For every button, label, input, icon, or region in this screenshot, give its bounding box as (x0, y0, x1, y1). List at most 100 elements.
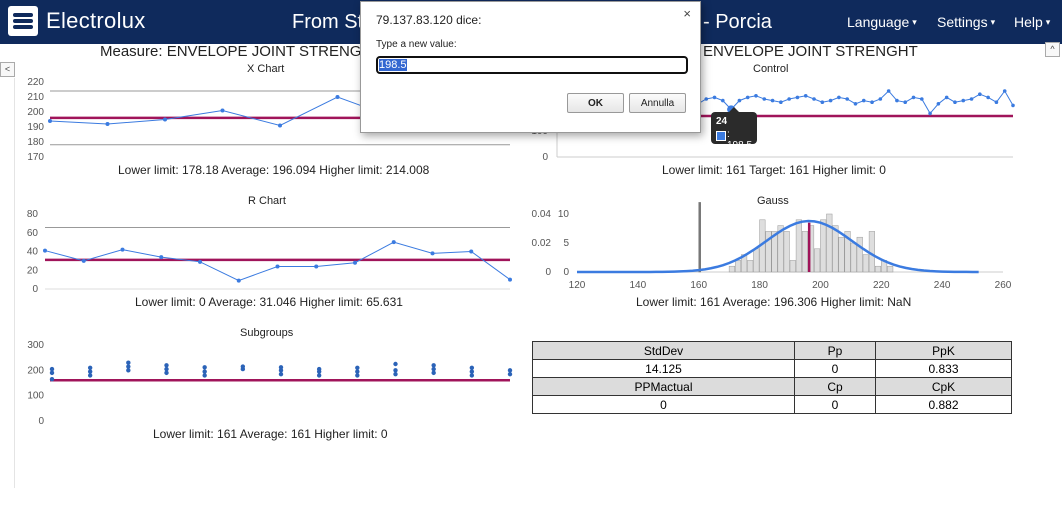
menu-language[interactable]: Language ▾ (847, 14, 917, 30)
subgroup-point (164, 366, 169, 372)
x-tick-label: 160 (690, 280, 707, 291)
histogram-bar (820, 219, 827, 273)
subgroup-point (87, 373, 93, 378)
subgroup-point (164, 363, 169, 368)
x-tick-label: 180 (751, 280, 768, 291)
xchart-title: X Chart (247, 63, 285, 75)
x-data-point (48, 119, 52, 123)
y-tick-label: 0 (542, 152, 548, 163)
y-tick-label: 100 (27, 391, 44, 402)
menu-settings-label: Settings (937, 14, 988, 30)
r-data-point (236, 278, 241, 283)
y-tick-label: 180 (27, 137, 44, 148)
stats-value-cell: 0.833 (875, 359, 1012, 378)
r-data-point (275, 264, 280, 269)
y-tick-label: 0.04 (532, 209, 552, 220)
subgroup-point (316, 366, 322, 372)
histogram-bar (862, 254, 869, 273)
histogram-bar (887, 265, 894, 273)
x-tick-label: 220 (873, 280, 890, 291)
y-tick-label: 200 (27, 107, 44, 118)
control-data-point (961, 98, 966, 103)
histogram-bar (765, 231, 772, 273)
control-data-point (712, 95, 717, 100)
histogram-bar (868, 231, 875, 273)
histogram-bar (777, 225, 784, 273)
y-tick-label: 20 (27, 265, 39, 276)
r-data-point (43, 248, 47, 253)
histogram-bar (698, 202, 701, 273)
subgroup-point (469, 373, 475, 378)
ok-button[interactable]: OK (567, 93, 624, 113)
x-tick-label: 240 (934, 280, 951, 291)
tooltip-index: 24 (716, 116, 728, 127)
control-data-point (861, 98, 866, 103)
x-tick-label: 260 (995, 280, 1012, 291)
menu-settings[interactable]: Settings ▾ (937, 14, 995, 30)
control-data-point (721, 98, 725, 103)
dialog-prompt: Type a new value: (376, 39, 457, 50)
control-data-point (911, 95, 916, 100)
subgroup-point (87, 365, 93, 370)
control-data-point (754, 94, 758, 98)
histogram-bar (783, 231, 790, 273)
y-tick-label: 40 (27, 247, 39, 258)
r-data-point (314, 264, 319, 269)
caret-down-icon: ▾ (912, 17, 917, 27)
subgroup-point (469, 369, 475, 374)
new-value-input[interactable] (375, 55, 689, 75)
collapse-left-button[interactable]: < (0, 62, 15, 77)
control-data-point (903, 100, 908, 104)
close-icon[interactable]: × (683, 6, 691, 21)
xchart-caption: Lower limit: 178.18 Average: 196.094 Hig… (118, 163, 430, 177)
x-data-point (278, 123, 282, 128)
subgroup-point (87, 369, 93, 374)
measure-title-right: ENVELOPE JOINT STRENGHT (703, 43, 918, 60)
subgroup-point (393, 368, 398, 373)
stats-value-row: 0 0 0.882 (532, 395, 1012, 414)
subgroup-point (202, 373, 207, 378)
subgroups-caption: Lower limit: 161 Average: 161 Higher lim… (153, 427, 388, 441)
control-data-point (828, 98, 833, 103)
stats-header-cell: PpK (875, 341, 1012, 360)
x-tick-label: 140 (630, 280, 647, 291)
subgroup-point (278, 365, 284, 370)
stats-value-cell: 0 (794, 395, 876, 414)
subgroup-point (126, 360, 131, 365)
electrolux-logo[interactable]: Electrolux (8, 6, 146, 36)
r-series-line (44, 241, 511, 282)
control-data-point (820, 100, 825, 104)
y-tick-label: 200 (27, 365, 44, 376)
y-tick-label: 5 (563, 238, 569, 249)
stats-value-cell: 0 (794, 359, 876, 378)
control-data-point (812, 97, 816, 101)
stats-header-cell: Pp (794, 341, 876, 360)
histogram-bar (838, 236, 845, 273)
control-data-point (745, 95, 750, 100)
y-tick-label: 0.02 (532, 238, 552, 249)
y-tick-label: 60 (27, 228, 39, 239)
menu-help[interactable]: Help ▾ (1014, 14, 1050, 30)
histogram-bar (771, 231, 778, 273)
x-data-point (163, 117, 167, 122)
rchart-caption: Lower limit: 0 Average: 31.046 Higher li… (135, 295, 403, 309)
subgroup-point (164, 370, 169, 376)
control-data-point (895, 98, 899, 103)
control-data-point (920, 97, 924, 101)
y-tick-label: 220 (27, 77, 44, 88)
subgroup-point (507, 371, 513, 377)
subgroups-title: Subgroups (240, 327, 294, 339)
subgroup-point (126, 368, 131, 373)
control-data-point (853, 102, 858, 106)
prompt-dialog: 79.137.83.120 dice: × Type a new value: … (360, 1, 701, 133)
r-chart: 80 60 40 20 0 (27, 209, 512, 295)
control-data-point (762, 97, 767, 101)
gauss-curve (576, 219, 979, 274)
histogram-bar (832, 225, 839, 273)
collapse-up-button[interactable]: ^ (1045, 42, 1060, 57)
control-data-point (1002, 89, 1007, 93)
r-data-point (159, 255, 164, 260)
measure-title: Measure: ENVELOPE JOINT STRENGHT (100, 43, 382, 60)
control-data-point (928, 111, 932, 116)
cancel-button[interactable]: Annulla (629, 93, 686, 113)
